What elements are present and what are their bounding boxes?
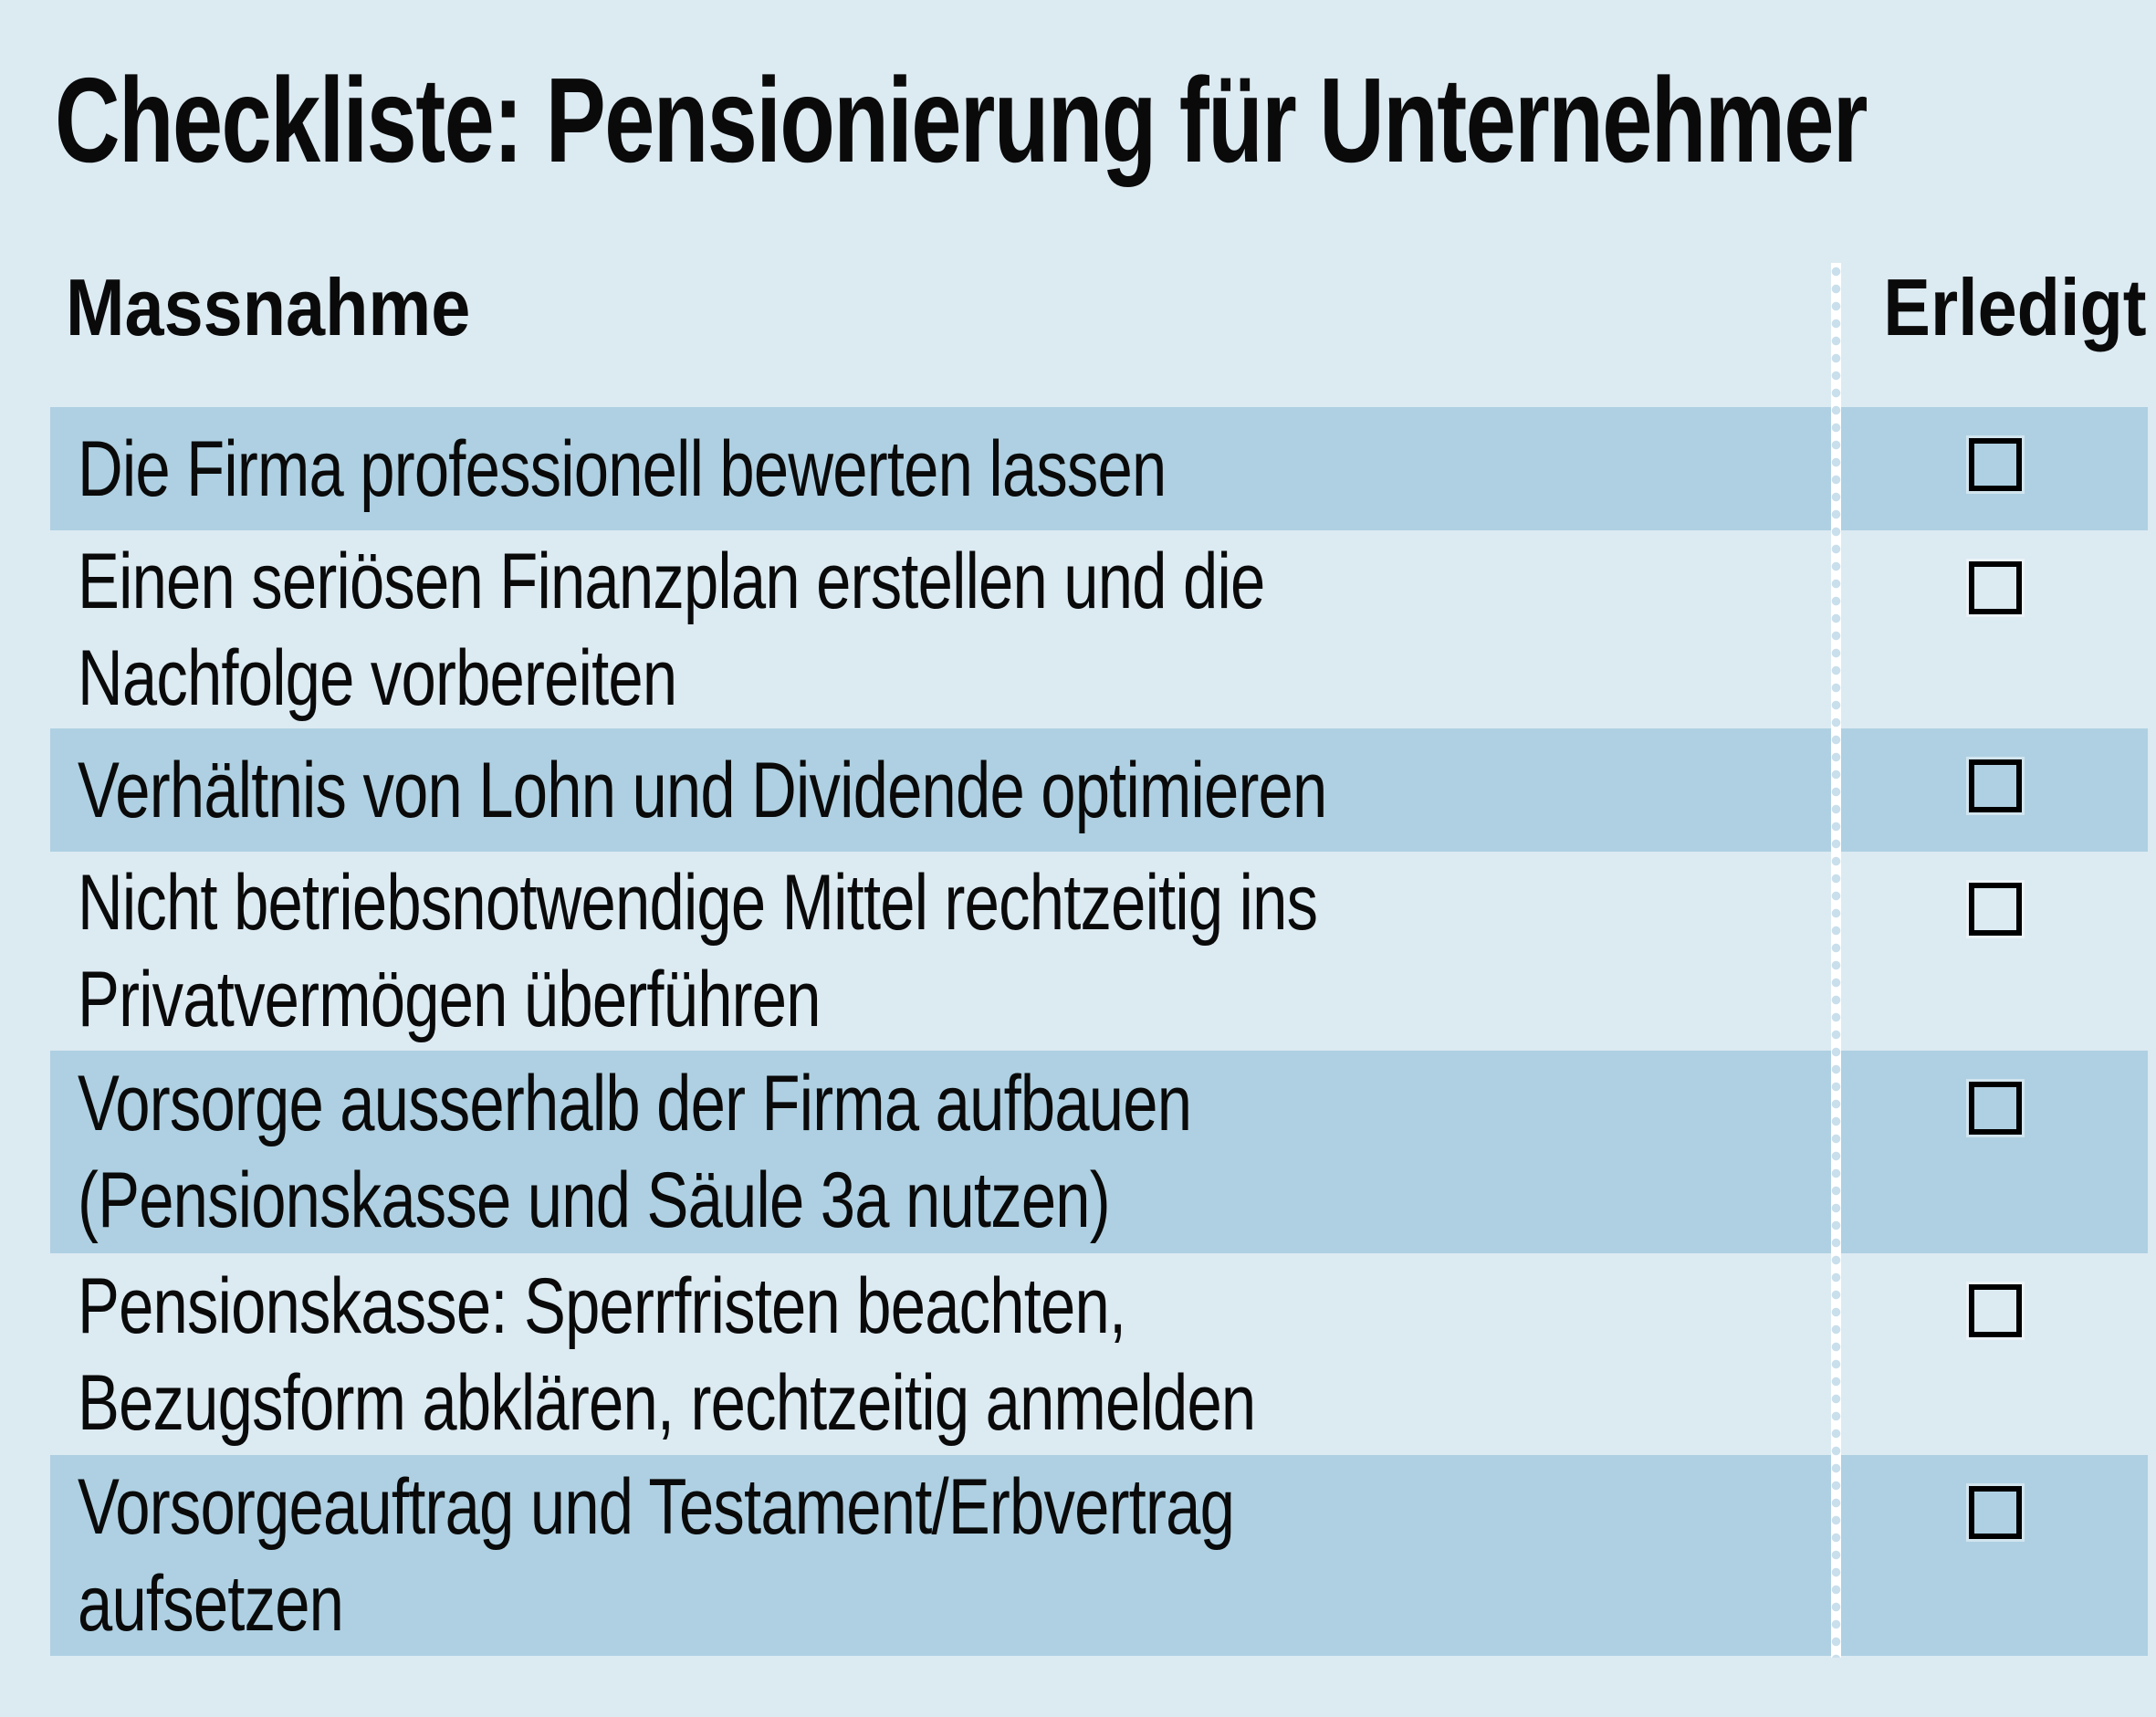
checkbox-cell: [1842, 852, 2148, 1051]
table-row: Vorsorgeauftrag und Testament/Erbvertrag…: [50, 1455, 2148, 1656]
measure-text: Vorsorgeauftrag und Testament/Erbvertrag…: [78, 1463, 1235, 1648]
checkbox-icon[interactable]: [1968, 1082, 2022, 1135]
measure-text: Pensionskasse: Sperrfristen beachten, Be…: [78, 1262, 1256, 1447]
table-row: Die Firma professionell bewerten lassen: [50, 407, 2148, 530]
checkbox-cell: [1842, 530, 2148, 728]
table-row: Nicht betriebsnotwendige Mittel rechtzei…: [50, 852, 2148, 1051]
checklist-table: Die Firma professionell bewerten lassen …: [50, 407, 2148, 1656]
checkbox-cell: [1842, 728, 2148, 852]
checkbox-icon[interactable]: [1968, 438, 2022, 491]
column-header-erledigt: Erledigt: [1883, 262, 2147, 352]
table-row: Pensionskasse: Sperrfristen beachten, Be…: [50, 1253, 2148, 1455]
checkbox-cell: [1842, 1051, 2148, 1253]
table-row: Vorsorge ausserhalb der Firma aufbauen (…: [50, 1051, 2148, 1253]
page-title: Checkliste: Pensionierung für Unternehme…: [55, 47, 2156, 194]
checkbox-icon[interactable]: [1968, 1486, 2022, 1539]
column-header-massnahme: Massnahme: [66, 262, 471, 352]
measure-text: Einen seriösen Finanzplan erstellen und …: [78, 537, 1265, 722]
checkbox-cell: [1842, 1455, 2148, 1656]
checkbox-icon[interactable]: [1968, 883, 2022, 936]
measure-text: Nicht betriebsnotwendige Mittel rechtzei…: [78, 859, 1318, 1043]
checkbox-icon[interactable]: [1968, 1284, 2022, 1337]
table-row: Einen seriösen Finanzplan erstellen und …: [50, 530, 2148, 728]
checkbox-icon[interactable]: [1968, 759, 2022, 812]
table-row: Verhältnis von Lohn und Dividende optimi…: [50, 728, 2148, 852]
page-title-text: Checkliste: Pensionierung für Unternehme…: [55, 53, 1868, 187]
table-column-headers: Massnahme Erledigt: [50, 257, 2148, 358]
measure-text: Verhältnis von Lohn und Dividende optimi…: [78, 746, 1327, 834]
checkbox-cell: [1842, 407, 2148, 530]
measure-text: Vorsorge ausserhalb der Firma aufbauen (…: [78, 1060, 1192, 1244]
checkbox-icon[interactable]: [1968, 561, 2022, 614]
checkbox-cell: [1842, 1253, 2148, 1455]
measure-text: Die Firma professionell bewerten lassen: [78, 424, 1167, 513]
